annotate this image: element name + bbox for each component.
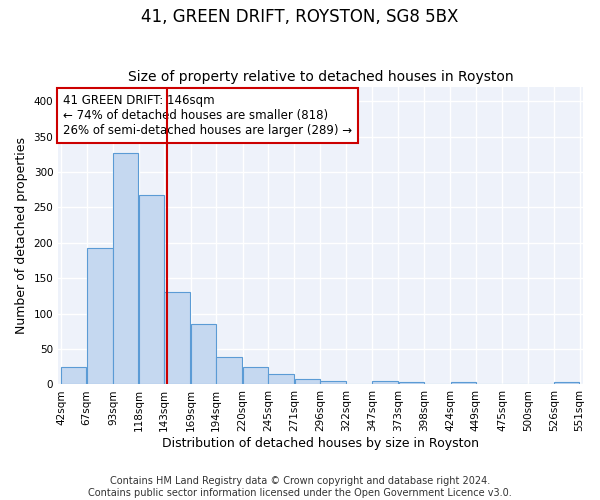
Bar <box>61 367 86 384</box>
Y-axis label: Number of detached properties: Number of detached properties <box>15 138 28 334</box>
Text: Contains HM Land Registry data © Crown copyright and database right 2024.
Contai: Contains HM Land Registry data © Crown c… <box>88 476 512 498</box>
X-axis label: Distribution of detached houses by size in Royston: Distribution of detached houses by size … <box>162 437 479 450</box>
Bar <box>268 374 294 384</box>
Bar <box>295 379 320 384</box>
Bar <box>113 153 139 384</box>
Bar <box>320 381 346 384</box>
Bar <box>372 381 398 384</box>
Bar <box>216 357 242 384</box>
Text: 41, GREEN DRIFT, ROYSTON, SG8 5BX: 41, GREEN DRIFT, ROYSTON, SG8 5BX <box>142 8 458 26</box>
Bar <box>398 382 424 384</box>
Bar <box>451 382 476 384</box>
Bar <box>191 324 216 384</box>
Text: 41 GREEN DRIFT: 146sqm
← 74% of detached houses are smaller (818)
26% of semi-de: 41 GREEN DRIFT: 146sqm ← 74% of detached… <box>63 94 352 137</box>
Title: Size of property relative to detached houses in Royston: Size of property relative to detached ho… <box>128 70 513 85</box>
Bar <box>87 248 113 384</box>
Bar <box>164 292 190 384</box>
Bar <box>139 196 164 384</box>
Bar <box>243 367 268 384</box>
Bar <box>554 382 580 384</box>
